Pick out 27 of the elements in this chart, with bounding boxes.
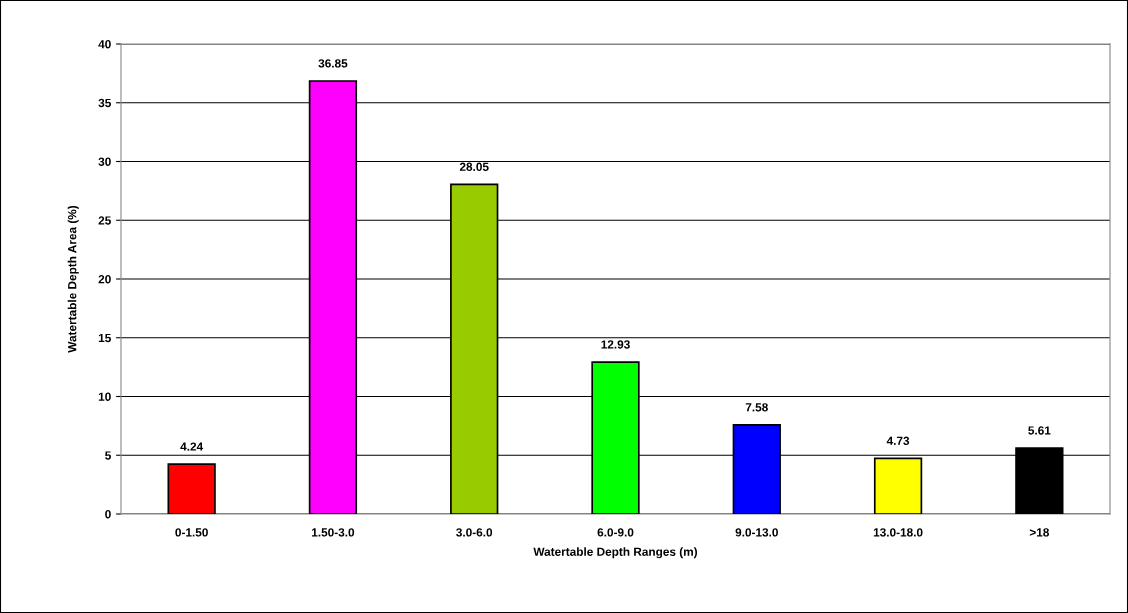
y-tick-label: 40 <box>98 40 111 49</box>
data-label: 4.24 <box>180 442 204 451</box>
y-tick-label: 20 <box>98 275 111 284</box>
y-tick-label: 5 <box>105 451 111 460</box>
x-tick-label: 6.0-9.0 <box>597 528 634 537</box>
data-label: 28.05 <box>459 162 489 171</box>
data-label: 5.61 <box>1028 426 1051 435</box>
bar <box>167 463 216 514</box>
y-tick-label: 15 <box>98 333 111 343</box>
y-tick-label: 10 <box>98 392 111 401</box>
bar <box>873 457 923 514</box>
y-tick-label: 35 <box>98 98 111 108</box>
x-tick-label: >18 <box>1029 528 1050 537</box>
y-tick-label: 25 <box>98 216 111 225</box>
x-tick-label: 3.0-6.0 <box>456 528 493 537</box>
x-tick-label: 13.0-18.0 <box>873 528 923 537</box>
y-tick-label: 30 <box>98 157 111 166</box>
y-axis-title: Watertable Depth Area (%) <box>67 205 79 353</box>
y-tick-label: 0 <box>105 510 111 519</box>
data-label: 4.73 <box>886 436 910 445</box>
data-label: 12.93 <box>601 340 630 349</box>
x-tick-label: 9.0-13.0 <box>735 528 778 537</box>
x-axis-title: Watertable Depth Ranges (m) <box>533 547 698 559</box>
data-label: 7.58 <box>745 403 768 412</box>
x-tick-label: 0-1.50 <box>175 528 208 537</box>
data-label: 36.85 <box>318 59 348 68</box>
x-tick-label: 1.50-3.0 <box>312 528 355 537</box>
